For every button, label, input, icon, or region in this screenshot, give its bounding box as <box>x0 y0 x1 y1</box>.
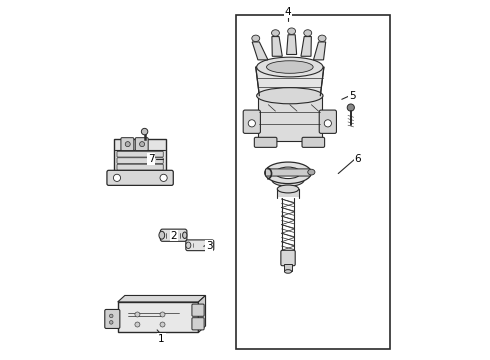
FancyBboxPatch shape <box>117 151 163 157</box>
Circle shape <box>248 120 255 127</box>
FancyBboxPatch shape <box>258 94 322 140</box>
Circle shape <box>109 314 113 318</box>
FancyBboxPatch shape <box>254 137 277 147</box>
Ellipse shape <box>140 141 145 147</box>
FancyBboxPatch shape <box>117 164 163 170</box>
Polygon shape <box>256 67 324 96</box>
Circle shape <box>109 320 113 324</box>
Circle shape <box>135 322 140 327</box>
Bar <box>277 189 299 197</box>
Ellipse shape <box>257 57 323 77</box>
Polygon shape <box>287 35 296 54</box>
Ellipse shape <box>271 30 279 36</box>
FancyBboxPatch shape <box>192 304 204 316</box>
FancyBboxPatch shape <box>107 170 173 185</box>
Text: 1: 1 <box>158 333 165 343</box>
FancyBboxPatch shape <box>117 158 163 163</box>
FancyBboxPatch shape <box>160 229 187 241</box>
FancyBboxPatch shape <box>266 169 311 176</box>
Ellipse shape <box>318 35 326 41</box>
Ellipse shape <box>159 231 165 239</box>
Ellipse shape <box>272 174 304 186</box>
Ellipse shape <box>125 141 130 147</box>
Polygon shape <box>272 37 282 56</box>
FancyBboxPatch shape <box>319 110 337 134</box>
Polygon shape <box>198 296 205 332</box>
FancyBboxPatch shape <box>105 310 120 328</box>
Text: 7: 7 <box>147 154 154 164</box>
Ellipse shape <box>265 162 311 184</box>
Bar <box>285 264 292 271</box>
Polygon shape <box>118 296 205 302</box>
Polygon shape <box>314 42 326 60</box>
Circle shape <box>160 174 167 181</box>
FancyBboxPatch shape <box>118 302 198 332</box>
FancyBboxPatch shape <box>114 139 166 173</box>
Ellipse shape <box>275 167 300 179</box>
Circle shape <box>160 312 165 317</box>
Ellipse shape <box>288 28 295 35</box>
Polygon shape <box>252 42 268 60</box>
Ellipse shape <box>285 270 292 273</box>
Text: 6: 6 <box>355 154 361 164</box>
Ellipse shape <box>183 232 187 238</box>
Text: 4: 4 <box>285 7 292 17</box>
Bar <box>236 15 390 348</box>
Circle shape <box>141 129 148 135</box>
Ellipse shape <box>308 169 315 175</box>
FancyBboxPatch shape <box>135 138 148 150</box>
Ellipse shape <box>277 185 299 193</box>
FancyBboxPatch shape <box>192 318 204 330</box>
FancyBboxPatch shape <box>186 240 214 251</box>
FancyBboxPatch shape <box>302 137 324 147</box>
Ellipse shape <box>252 35 260 41</box>
Circle shape <box>324 120 331 127</box>
Circle shape <box>160 322 165 327</box>
FancyBboxPatch shape <box>281 250 295 266</box>
FancyBboxPatch shape <box>121 138 134 150</box>
FancyBboxPatch shape <box>243 110 260 134</box>
Circle shape <box>113 174 121 181</box>
Text: 5: 5 <box>349 91 356 101</box>
Circle shape <box>347 104 354 111</box>
Text: 3: 3 <box>206 241 213 251</box>
Ellipse shape <box>209 242 214 248</box>
Ellipse shape <box>304 30 312 36</box>
Polygon shape <box>301 37 311 56</box>
Ellipse shape <box>186 242 191 248</box>
Ellipse shape <box>257 87 323 104</box>
Circle shape <box>135 312 140 317</box>
Text: 2: 2 <box>171 231 177 240</box>
Ellipse shape <box>267 61 313 73</box>
